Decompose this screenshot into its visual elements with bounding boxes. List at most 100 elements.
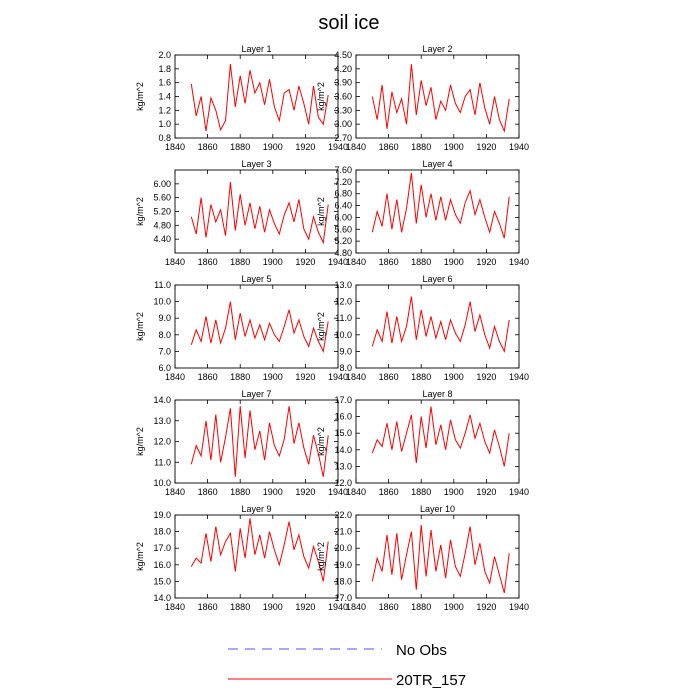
series-line-20tr-157 [371,406,510,467]
y-tick-label: 5.60 [334,224,352,234]
x-tick-label: 1940 [509,257,529,267]
y-axis-label: kg/m^2 [135,542,145,571]
x-tick-label: 1940 [509,142,529,152]
series-line-20tr-157 [190,406,329,477]
x-tick-label: 1860 [198,602,218,612]
x-tick-label: 1900 [263,487,283,497]
x-tick-label: 1840 [346,602,366,612]
y-axis-label: kg/m^2 [135,82,145,111]
x-tick-label: 1940 [509,487,529,497]
x-tick-label: 1840 [346,257,366,267]
x-tick-label: 1920 [476,257,496,267]
y-axis-label: kg/m^2 [316,197,326,226]
plot-frame [355,284,520,369]
y-tick-label: 10.0 [334,330,352,340]
y-tick-label: 1.0 [158,119,171,129]
x-tick-label: 1940 [509,372,529,382]
y-tick-label: 5.20 [153,207,171,217]
x-tick-label: 1920 [476,142,496,152]
x-tick-label: 1940 [328,142,348,152]
x-tick-label: 1840 [346,487,366,497]
y-tick-label: 6.0 [158,363,171,373]
legend-label-no-obs: No Obs [396,642,447,659]
y-tick-label: 5.20 [334,236,352,246]
panel-title: Layer 1 [241,44,271,54]
y-tick-label: 5.60 [153,193,171,203]
y-tick-label: 16.0 [153,560,171,570]
y-tick-label: 15.0 [334,428,352,438]
y-tick-label: 1.8 [158,64,171,74]
x-tick-label: 1920 [295,142,315,152]
y-tick-label: 13.0 [334,461,352,471]
panel-title: Layer 10 [420,504,455,514]
y-tick-label: 17.0 [334,395,352,405]
x-tick-label: 1840 [165,602,185,612]
legend-label-20tr-157: 20TR_157 [396,672,466,689]
panel-title: Layer 2 [422,44,452,54]
y-axis-label: kg/m^2 [316,312,326,341]
y-tick-label: 6.80 [334,189,352,199]
y-tick-label: 14.0 [334,445,352,455]
y-tick-label: 17.0 [334,593,352,603]
x-tick-label: 1880 [230,487,250,497]
panel-title: Layer 5 [241,274,271,284]
x-tick-label: 1840 [165,142,185,152]
y-tick-label: 14.0 [153,395,171,405]
y-tick-label: 18.0 [334,576,352,586]
legend: No Obs 20TR_157 [228,642,466,689]
x-tick-label: 1920 [476,602,496,612]
y-tick-label: 13.0 [153,416,171,426]
series-line-20tr-157 [190,301,329,354]
panel-layer-7: Layer 7 1840 1860 1880 1900 1920 1940 10.0 11.0 1… [135,389,348,497]
x-tick-label: 1840 [165,487,185,497]
series-line-20tr-157 [371,296,510,354]
x-tick-label: 1880 [230,602,250,612]
y-tick-label: 4.80 [334,248,352,258]
panel-layer-5: Layer 5 1840 1860 1880 1900 1920 1940 6.0 7.0 8.0… [135,274,348,382]
y-tick-label: 13.0 [334,280,352,290]
y-tick-label: 2.70 [334,133,352,143]
y-tick-label: 21.0 [334,527,352,537]
y-axis-label: kg/m^2 [135,312,145,341]
x-tick-label: 1880 [230,142,250,152]
x-tick-label: 1860 [198,257,218,267]
x-tick-label: 1920 [295,487,315,497]
y-tick-label: 6.40 [334,201,352,211]
x-tick-label: 1940 [509,602,529,612]
x-tick-label: 1900 [444,142,464,152]
y-tick-label: 11.0 [154,457,171,467]
y-tick-label: 4.40 [153,234,171,244]
x-tick-label: 1880 [411,487,431,497]
plot-frame [174,514,339,599]
x-tick-label: 1920 [295,372,315,382]
x-tick-label: 1860 [379,142,399,152]
panel-title: Layer 7 [241,389,271,399]
y-tick-label: 7.0 [158,346,171,356]
panels-layer: Layer 1 1840 1860 1880 1900 1920 1940 0.8 1.0 1.2… [135,44,529,612]
x-tick-label: 1860 [198,487,218,497]
x-tick-label: 1900 [444,257,464,267]
x-tick-label: 1900 [444,372,464,382]
y-tick-label: 19.0 [153,510,171,520]
y-tick-label: 8.0 [339,363,352,373]
x-tick-label: 1920 [476,487,496,497]
plot-frame [355,169,520,254]
y-tick-label: 18.0 [153,527,171,537]
x-tick-label: 1860 [198,142,218,152]
y-axis-label: kg/m^2 [316,427,326,456]
x-tick-label: 1880 [411,257,431,267]
y-tick-label: 4.20 [334,64,352,74]
y-tick-label: 6.00 [153,179,171,189]
plot-frame [355,514,520,599]
x-tick-label: 1940 [328,602,348,612]
x-tick-label: 1840 [165,257,185,267]
x-tick-label: 1940 [328,372,348,382]
x-tick-label: 1920 [476,372,496,382]
x-tick-label: 1940 [328,487,348,497]
y-tick-label: 6.00 [334,212,352,222]
panel-layer-1: Layer 1 1840 1860 1880 1900 1920 1940 0.8 1.0 1.2… [135,44,348,152]
series-line-20tr-157 [371,524,510,594]
